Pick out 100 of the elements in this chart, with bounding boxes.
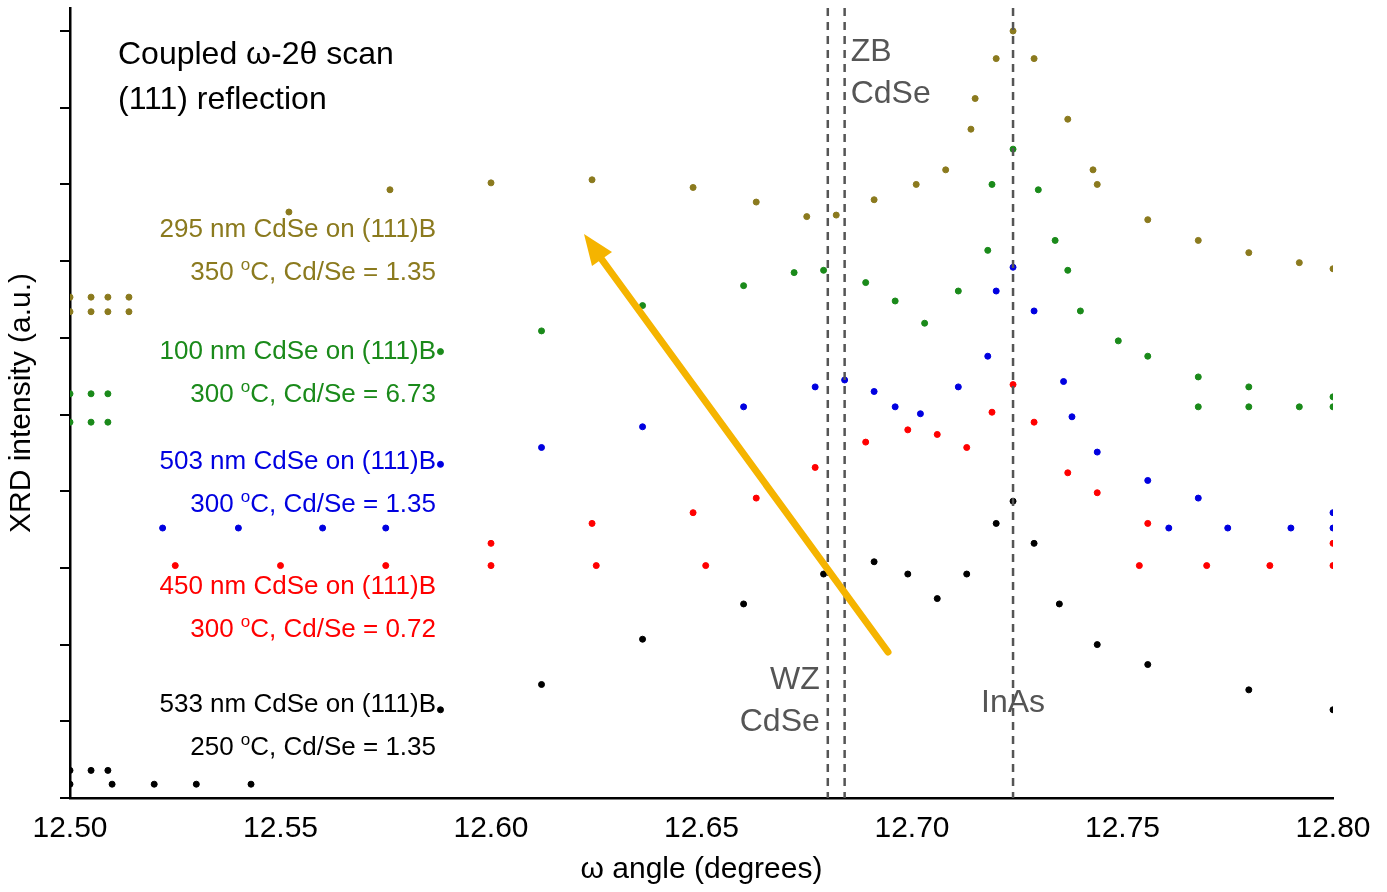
point: [870, 388, 878, 395]
point: [1093, 641, 1101, 649]
point: [1245, 383, 1253, 391]
point: [588, 176, 596, 184]
point: [1144, 352, 1152, 360]
point: [192, 780, 200, 788]
point: [487, 179, 495, 187]
point: [1287, 524, 1295, 532]
point: [988, 408, 996, 416]
point: [538, 443, 546, 451]
point: [988, 180, 996, 188]
point: [277, 562, 284, 570]
point: [1051, 236, 1059, 244]
ref-line-label: ZB CdSe: [850, 31, 931, 110]
point: [832, 211, 840, 219]
point: [1093, 448, 1101, 456]
point: [942, 166, 950, 174]
point: [921, 319, 929, 327]
point: [702, 562, 710, 570]
point: [1068, 413, 1076, 421]
ref-line-label: WZ CdSe: [739, 659, 820, 738]
point: [689, 183, 697, 191]
point: [639, 423, 647, 431]
point: [1093, 489, 1101, 497]
point: [104, 418, 112, 426]
point: [538, 680, 546, 688]
point: [1064, 115, 1072, 123]
point: [862, 279, 870, 287]
text: Coupled ω-2θ scan (111) reflection: [118, 34, 394, 116]
point: [87, 308, 95, 316]
point: [984, 246, 992, 254]
point: [1295, 259, 1303, 267]
point: [592, 562, 600, 570]
point: [971, 95, 979, 103]
point: [1055, 600, 1063, 608]
point: [436, 706, 444, 714]
point: [954, 287, 962, 295]
point: [1076, 307, 1084, 315]
point: [963, 570, 971, 578]
point: [811, 383, 819, 391]
point: [820, 266, 828, 274]
point: [382, 524, 390, 532]
point: [87, 418, 95, 426]
point: [1245, 403, 1253, 411]
point: [1030, 539, 1038, 547]
point: [319, 524, 327, 532]
point: [159, 524, 167, 532]
point: [954, 383, 962, 391]
point: [487, 562, 495, 570]
point: [740, 403, 748, 411]
point: [639, 635, 647, 643]
point: [933, 430, 941, 438]
point: [436, 460, 444, 468]
point: [1064, 266, 1072, 274]
point: [171, 562, 179, 570]
point: [436, 348, 444, 356]
x-axis-title: ω angle (degrees): [580, 851, 823, 885]
point: [1245, 249, 1253, 257]
point: [870, 196, 878, 204]
point: [87, 293, 95, 301]
point: [150, 780, 158, 788]
point: [1030, 307, 1038, 315]
point: [285, 208, 293, 216]
point: [1093, 180, 1101, 188]
point: [639, 302, 647, 310]
point: [1165, 524, 1173, 532]
point: [820, 570, 828, 578]
point: [1194, 403, 1202, 411]
point: [538, 327, 546, 335]
point: [1194, 373, 1202, 381]
point: [386, 186, 394, 194]
point: [87, 390, 95, 398]
point: [916, 410, 924, 418]
point: [104, 766, 112, 774]
point: [104, 308, 112, 316]
x-tick-label: 12.50: [32, 810, 108, 844]
point: [1135, 562, 1143, 570]
point: [108, 780, 116, 788]
point: [891, 403, 899, 411]
point: [992, 519, 1000, 527]
point: [382, 562, 390, 570]
point: [992, 55, 1000, 63]
point: [1144, 216, 1152, 224]
point: [1295, 403, 1303, 411]
point: [933, 595, 941, 603]
point: [992, 287, 1000, 295]
point: [790, 269, 798, 277]
point: [1030, 55, 1038, 63]
point: [1064, 469, 1072, 477]
point: [1144, 476, 1152, 484]
point: [967, 125, 975, 133]
point: [740, 600, 748, 608]
point: [247, 780, 255, 788]
point: [1266, 562, 1274, 570]
point: [870, 558, 878, 566]
point: [125, 293, 133, 301]
point: [234, 524, 242, 532]
point: [1194, 236, 1202, 244]
point: [1114, 337, 1122, 345]
point: [1089, 166, 1097, 174]
